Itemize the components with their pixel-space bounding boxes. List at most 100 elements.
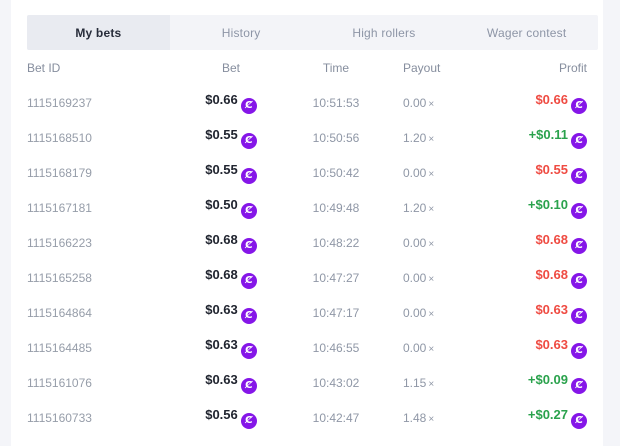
profit-cell: $0.55 xyxy=(535,162,568,177)
multiplier-symbol: × xyxy=(428,378,435,390)
profit-cell: +$0.09 xyxy=(527,372,568,387)
coin-icon: Ȼ xyxy=(240,413,257,429)
table-row[interactable]: 1115166223 $0.68 Ȼ 10:48:22 0.00 × $0.68 Ȼ xyxy=(11,225,603,260)
column-header-payout: Payout xyxy=(403,60,441,75)
time-cell: 10:48:22 xyxy=(312,235,360,250)
coin-icon: Ȼ xyxy=(571,378,587,394)
profit-cell: $0.63 xyxy=(535,302,568,317)
table-row[interactable]: 1115164485 $0.63 Ȼ 10:46:55 0.00 × $0.63 Ȼ xyxy=(11,330,603,365)
table-row[interactable]: 1115168179 $0.55 Ȼ 10:50:42 0.00 × $0.55 Ȼ xyxy=(11,155,603,190)
time-cell: 10:42:47 xyxy=(312,410,360,425)
coin-icon: Ȼ xyxy=(571,413,587,429)
coin-icon: Ȼ xyxy=(571,343,587,359)
bet-id-cell: 1115161076 xyxy=(27,375,92,390)
coin-icon: Ȼ xyxy=(571,238,587,254)
coin-icon: Ȼ xyxy=(240,308,257,324)
payout-cell: 0.00 xyxy=(403,270,427,285)
bets-table: Bet ID Bet Time Payout Profit 1115169237 $0.6… xyxy=(11,50,603,435)
payout-cell: 1.20 xyxy=(403,200,427,215)
bet-amount-cell: $0.68 xyxy=(205,267,238,282)
time-cell: 10:47:17 xyxy=(312,305,360,320)
multiplier-symbol: × xyxy=(428,98,435,110)
payout-cell: 0.00 xyxy=(403,340,427,355)
profit-cell: +$0.11 xyxy=(528,127,568,142)
payout-cell: 1.15 xyxy=(403,375,427,390)
bet-amount-cell: $0.63 xyxy=(205,372,238,387)
coin-icon: Ȼ xyxy=(240,133,257,149)
payout-cell: 0.00 xyxy=(403,165,427,180)
bet-amount-cell: $0.56 xyxy=(205,407,238,422)
bet-amount-cell: $0.55 xyxy=(205,127,238,142)
tab-high-rollers[interactable]: High rollers xyxy=(352,25,416,40)
bet-id-cell: 1115168510 xyxy=(27,130,92,145)
multiplier-symbol: × xyxy=(428,343,435,355)
table-header-row: Bet ID Bet Time Payout Profit xyxy=(11,50,603,85)
time-cell: 10:50:42 xyxy=(312,165,360,180)
tab-wager-contest[interactable]: Wager contest xyxy=(486,25,567,40)
multiplier-symbol: × xyxy=(428,308,435,320)
payout-cell: 1.20 xyxy=(403,130,427,145)
column-header-profit: Profit xyxy=(558,60,587,75)
table-row[interactable]: 1115161076 $0.63 Ȼ 10:43:02 1.15 × +$0.09 Ȼ xyxy=(11,365,603,400)
coin-icon: Ȼ xyxy=(240,273,257,289)
coin-icon: Ȼ xyxy=(240,98,257,114)
coin-icon: Ȼ xyxy=(240,343,257,359)
coin-icon: Ȼ xyxy=(571,98,587,114)
profit-cell: +$0.27 xyxy=(527,407,568,422)
coin-icon: Ȼ xyxy=(240,168,257,184)
bet-id-cell: 1115164864 xyxy=(27,305,92,320)
time-cell: 10:47:27 xyxy=(312,270,360,285)
bet-amount-cell: $0.66 xyxy=(205,92,238,107)
multiplier-symbol: × xyxy=(428,168,435,180)
coin-icon: Ȼ xyxy=(571,168,587,184)
time-cell: 10:50:56 xyxy=(312,130,360,145)
tab-history[interactable]: History xyxy=(221,25,261,40)
coin-icon: Ȼ xyxy=(240,378,257,394)
payout-cell: 0.00 xyxy=(403,235,427,250)
coin-icon: Ȼ xyxy=(571,133,587,149)
table-row[interactable]: 1115168510 $0.55 Ȼ 10:50:56 1.20 × +$0.11 Ȼ xyxy=(11,120,603,155)
table-row[interactable]: 1115169237 $0.66 Ȼ 10:51:53 0.00 × $0.66 Ȼ xyxy=(11,85,603,120)
payout-cell: 1.48 xyxy=(403,410,427,425)
coin-icon: Ȼ xyxy=(571,203,587,219)
bet-id-cell: 1115167181 xyxy=(27,200,92,215)
bet-amount-cell: $0.63 xyxy=(205,302,238,317)
table-row[interactable]: 1115164864 $0.63 Ȼ 10:47:17 0.00 × $0.63 Ȼ xyxy=(11,295,603,330)
bet-id-cell: 1115164485 xyxy=(27,340,92,355)
time-cell: 10:43:02 xyxy=(312,375,360,390)
multiplier-symbol: × xyxy=(428,238,435,250)
multiplier-symbol: × xyxy=(428,413,435,425)
multiplier-symbol: × xyxy=(428,203,435,215)
bet-id-cell: 1115166223 xyxy=(27,235,92,250)
tab-my-bets[interactable]: My bets xyxy=(27,15,170,50)
bet-id-cell: 1115168179 xyxy=(27,165,92,180)
time-cell: 10:46:55 xyxy=(312,340,360,355)
multiplier-symbol: × xyxy=(428,273,435,285)
bet-amount-cell: $0.68 xyxy=(205,232,238,247)
payout-cell: 0.00 xyxy=(403,305,427,320)
table-body: 1115169237 $0.66 Ȼ 10:51:53 0.00 × $0.66 Ȼ 11151… xyxy=(11,85,603,435)
profit-cell: $0.68 xyxy=(535,267,568,282)
coin-icon: Ȼ xyxy=(240,238,257,254)
profit-cell: +$0.10 xyxy=(527,197,568,212)
coin-icon: Ȼ xyxy=(240,203,257,219)
bet-id-cell: 1115165258 xyxy=(27,270,92,285)
coin-icon: Ȼ xyxy=(571,273,587,289)
multiplier-symbol: × xyxy=(428,133,435,145)
tabs-bar: My bets History High rollers Wager contest xyxy=(27,15,598,50)
column-header-time: Time xyxy=(322,60,350,75)
payout-cell: 0.00 xyxy=(403,95,427,110)
bets-panel: My bets History High rollers Wager contest … xyxy=(11,0,603,446)
bet-id-cell: 1115160733 xyxy=(27,410,92,425)
time-cell: 10:49:48 xyxy=(312,200,360,215)
profit-cell: $0.63 xyxy=(535,337,568,352)
bet-amount-cell: $0.63 xyxy=(205,337,238,352)
table-row[interactable]: 1115160733 $0.56 Ȼ 10:42:47 1.48 × +$0.27 Ȼ xyxy=(11,400,603,435)
time-cell: 10:51:53 xyxy=(312,95,360,110)
table-row[interactable]: 1115167181 $0.50 Ȼ 10:49:48 1.20 × +$0.10 Ȼ xyxy=(11,190,603,225)
profit-cell: $0.68 xyxy=(535,232,568,247)
table-row[interactable]: 1115165258 $0.68 Ȼ 10:47:27 0.00 × $0.68 Ȼ xyxy=(11,260,603,295)
column-header-bet-id: Bet ID xyxy=(27,60,61,75)
bet-amount-cell: $0.50 xyxy=(205,197,238,212)
